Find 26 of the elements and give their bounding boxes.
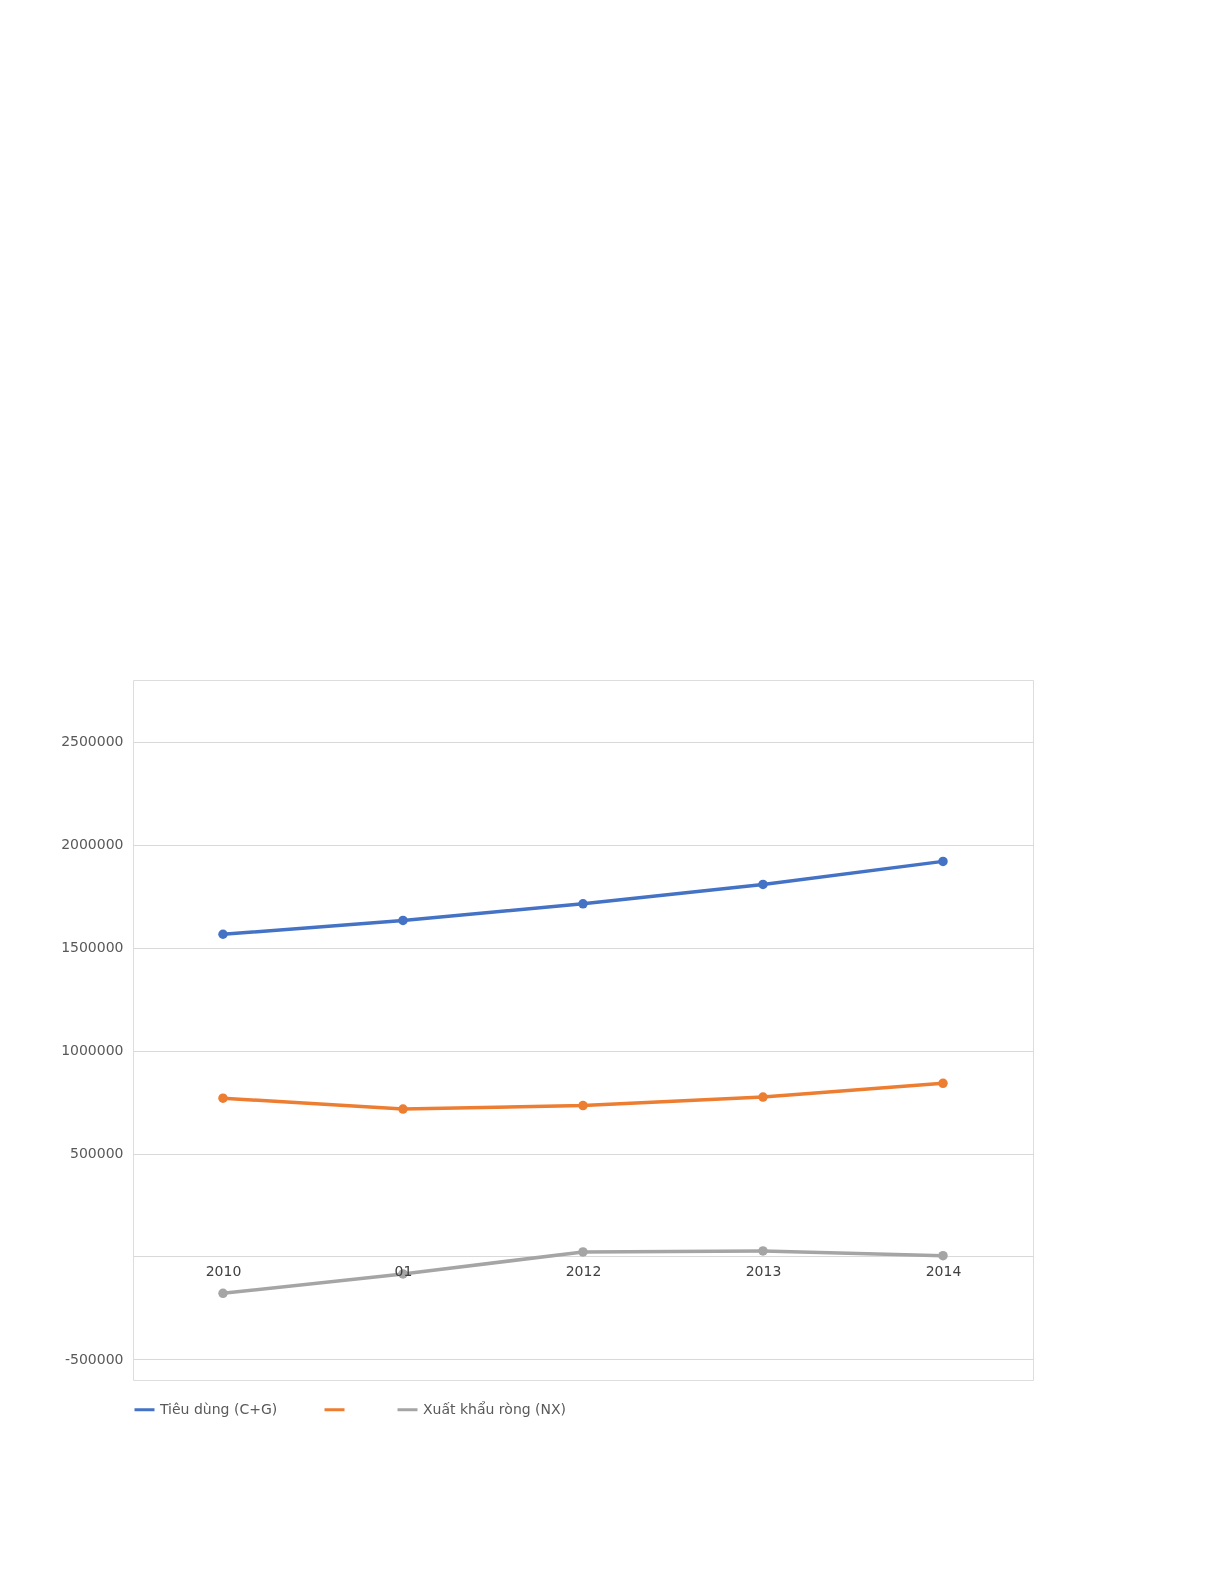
x-tick-label: 2012 — [565, 1262, 602, 1279]
point — [578, 1100, 588, 1111]
legend-label: Tiêu dùng (C+G) — [159, 1400, 278, 1417]
point — [218, 1288, 228, 1299]
point — [578, 1247, 588, 1257]
y-tick-label: 1000000 — [61, 1042, 124, 1059]
point — [218, 929, 228, 939]
point — [938, 856, 948, 867]
point — [758, 879, 768, 890]
point — [578, 899, 588, 909]
x-tick-label: 2014 — [925, 1262, 962, 1279]
y-tick-label: 500000 — [70, 1145, 124, 1162]
x-tick-label: 2013 — [745, 1262, 782, 1279]
y-tick-label: 2500000 — [61, 733, 124, 750]
point — [938, 1250, 948, 1261]
point — [758, 1246, 768, 1256]
x-tick-label: 2010 — [205, 1262, 242, 1279]
point — [758, 1092, 768, 1102]
point — [398, 915, 408, 926]
point — [398, 1104, 408, 1114]
point — [938, 1078, 948, 1089]
legend-label: Xuất khẩu ròng (NX) — [423, 1400, 567, 1417]
point — [218, 1093, 228, 1103]
y-tick-label: -500000 — [65, 1350, 124, 1367]
y-tick-label: 2000000 — [61, 836, 124, 853]
y-tick-label: 1500000 — [61, 939, 124, 956]
